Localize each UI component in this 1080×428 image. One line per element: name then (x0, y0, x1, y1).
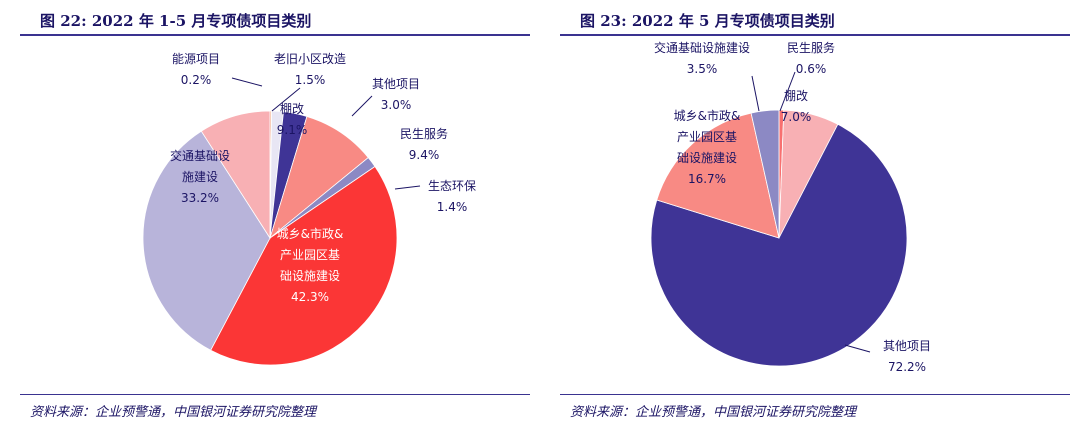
chart-title: 图 22: 2022 年 1-5 月专项债项目类别 (40, 12, 312, 30)
leader-line (751, 75, 760, 112)
slice-label: 交通基础设施建设 33.2% (170, 148, 230, 205)
pie-slice (656, 112, 780, 239)
leader-line (779, 71, 796, 112)
pie-slice (210, 165, 398, 366)
title-rule (560, 34, 1070, 36)
slice-label: 老旧小区改造 1.5% (274, 52, 346, 87)
slice-label: 棚改 7.0% (781, 88, 812, 124)
slice-label: 棚改 9.1% (277, 101, 308, 137)
chart-panel-left: 图 22: 2022 年 1-5 月专项债项目类别 能源项目 0.2% 老旧小区改造… (0, 0, 530, 428)
slice-label: 生态环保 1.4% (428, 179, 476, 214)
slice-label: 民生服务 0.6% (787, 40, 835, 76)
pie-slice (650, 123, 908, 367)
slice-label: 其他项目 3.0% (372, 77, 420, 112)
slice-label: 民生服务 9.4% (400, 126, 448, 162)
bottom-rule (20, 394, 530, 395)
leader-line (271, 87, 301, 112)
pie-slice (750, 109, 780, 239)
leader-line (394, 185, 421, 190)
chart-panel-right: 图 23: 2022 年 5 月专项债项目类别 民生服务 0.6% 棚改 7.0% 其他… (540, 0, 1070, 428)
source-note: 资料来源：企业预警通，中国银河证券研究院整理 (570, 405, 857, 420)
source-note: 资料来源：企业预警通，中国银河证券研究院整理 (30, 405, 317, 420)
slice-label: 能源项目 0.2% (172, 52, 220, 87)
leader-line (231, 77, 263, 87)
leader-line (351, 95, 373, 117)
pie-slice (200, 110, 271, 240)
pie-chart: 民生服务 0.6% 棚改 7.0% 其他项目 72.2% 城乡&市政&产业园区基础设施建设 1… (650, 40, 931, 374)
bottom-rule (560, 394, 1070, 395)
title-rule (20, 34, 530, 36)
slice-label: 其他项目 72.2% (883, 339, 931, 374)
pie-chart: 能源项目 0.2% 老旧小区改造 1.5% 其他项目 3.0% 民生服务 9.4% 生态环保 1.… (142, 52, 476, 366)
leader-line (844, 344, 871, 353)
pie-slice (142, 130, 271, 351)
slice-label: 城乡&市政&产业园区基础设施建设 42.3% (277, 226, 344, 304)
slice-label: 交通基础设施建设 3.5% (654, 40, 750, 76)
slice-label: 城乡&市政&产业园区基础设施建设 16.7% (674, 108, 741, 186)
chart-title: 图 23: 2022 年 5 月专项债项目类别 (580, 12, 835, 30)
